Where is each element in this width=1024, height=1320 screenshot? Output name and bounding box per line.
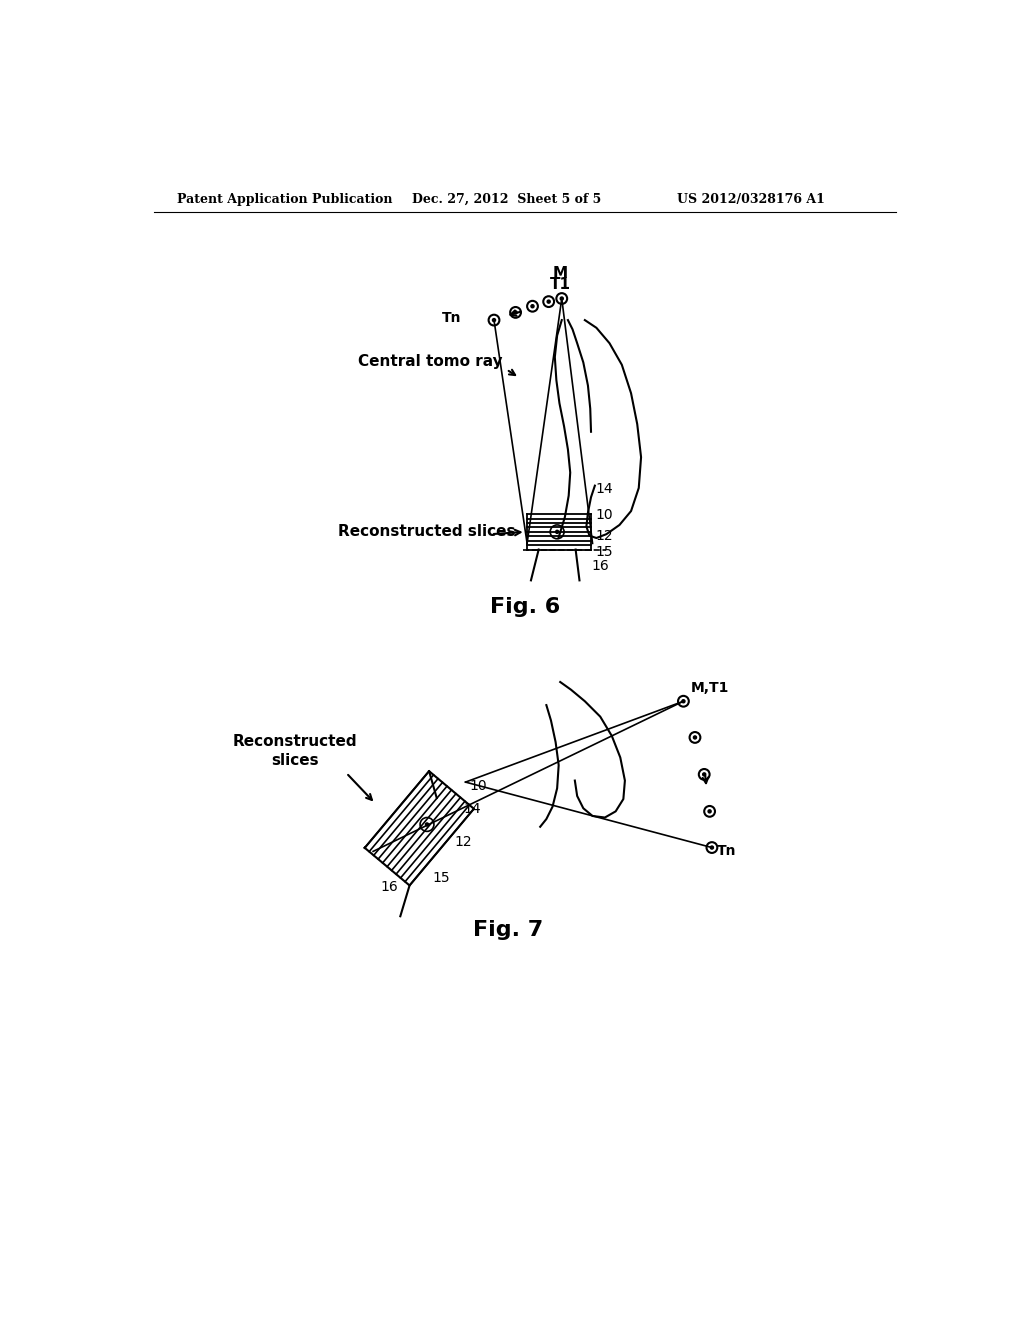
Text: Dec. 27, 2012  Sheet 5 of 5: Dec. 27, 2012 Sheet 5 of 5 [412,193,601,206]
Text: Reconstructed slices: Reconstructed slices [339,524,516,539]
Text: 15: 15 [596,545,613,558]
Text: T1: T1 [550,277,570,292]
Text: M,T1: M,T1 [690,681,729,696]
Text: Fig. 7: Fig. 7 [473,920,543,940]
Text: 14: 14 [463,803,481,816]
Circle shape [693,737,696,739]
Text: Central tomo ray: Central tomo ray [357,354,503,370]
Circle shape [708,810,711,813]
Circle shape [702,774,706,776]
Text: M: M [553,265,567,281]
Text: Fig. 6: Fig. 6 [489,597,560,616]
Circle shape [682,700,685,702]
Circle shape [711,846,714,849]
Text: Patent Application Publication: Patent Application Publication [177,193,392,206]
Text: Reconstructed
slices: Reconstructed slices [232,734,357,768]
Circle shape [560,297,563,300]
Circle shape [547,300,550,304]
Text: 10: 10 [596,508,613,521]
Circle shape [514,312,517,314]
Text: US 2012/0328176 A1: US 2012/0328176 A1 [677,193,825,206]
Text: Tn: Tn [442,312,462,326]
Text: 12: 12 [454,836,472,849]
Circle shape [493,318,496,322]
Text: 12: 12 [596,528,613,543]
Text: 15: 15 [432,871,450,886]
Text: 14: 14 [596,482,613,496]
Circle shape [531,305,535,308]
Text: Tn: Tn [717,845,737,858]
Text: 16: 16 [381,880,398,895]
Text: 16: 16 [591,560,609,573]
Text: 10: 10 [469,779,487,793]
Circle shape [425,822,429,826]
Circle shape [556,531,559,533]
